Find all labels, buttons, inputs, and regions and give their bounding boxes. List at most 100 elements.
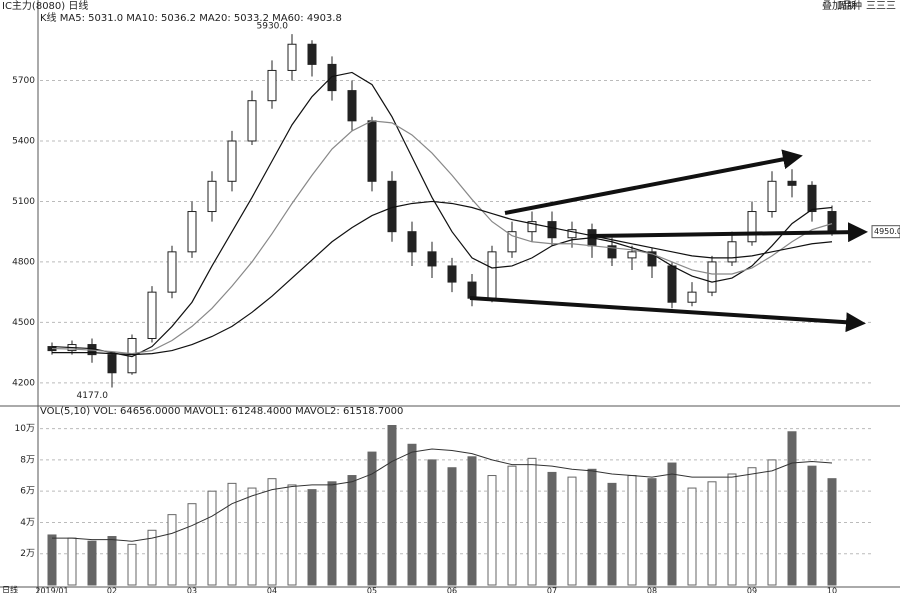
x-tick-label: 09 [747,587,757,593]
ma-header: K线 MA5: 5031.0 MA10: 5036.2 MA20: 5033.2… [40,11,342,24]
y-tick-label: 4500 [12,318,35,328]
x-tick-label: 06 [447,587,457,593]
candle-body [727,241,737,263]
y-tick-label: 4200 [12,378,35,388]
candle-body [447,265,457,283]
vol-header: VOL(5,10) VOL: 64656.0000 MAVOL1: 61248.… [40,406,403,417]
y-tick-label: 5400 [12,136,35,146]
chart-title: IC主力(8080) 日线 [2,0,88,12]
volume-bar [607,482,617,586]
volume-bar [627,475,637,586]
extreme-label: 4177.0 [77,391,109,401]
candle-body [787,180,797,186]
candle-body [207,180,217,213]
candle-body [507,231,517,253]
candle-body [407,231,417,253]
ma-line [52,200,833,356]
volume-bar [347,475,357,586]
candle-body [327,63,337,92]
last-price-box [871,225,900,239]
volume-bar [47,534,57,586]
candle-body [287,43,297,71]
volume-bar [227,482,237,586]
volume-bar [587,468,597,586]
y-tick-label: 6万 [20,487,35,497]
candle-body [647,251,657,267]
trend-arrows [469,149,868,333]
volume-bar [67,537,77,586]
volume-bar [447,467,457,586]
last-price-label: 4950.0 [874,227,900,236]
y-tick-label: 5100 [12,197,35,207]
volume-bar [367,451,377,586]
volume-bar [247,487,257,586]
toolbar-item[interactable]: 叠加品种 [822,0,862,12]
toolbar-item[interactable]: 三三三 [866,1,896,12]
volume-bar [567,476,577,586]
volume-bar [507,465,517,586]
candle-body [767,180,777,213]
y-tick-label: 2万 [20,549,35,559]
candle-body [687,291,697,303]
ma-line [51,71,833,358]
volume-bar [107,536,117,586]
volume-bar [387,425,397,586]
volume-bar [767,459,777,586]
y-tick-label: 4800 [12,257,35,267]
candle-body [347,90,357,122]
volume-bar [687,487,697,586]
candle-body [267,69,277,102]
y-tick-label: 4万 [20,518,35,528]
volume-bar [167,514,177,586]
candle-body [707,261,717,293]
candle-body [527,221,537,233]
candle-body [567,229,577,239]
volume-bar [327,481,337,586]
candle-body [107,354,117,374]
volume-bar [827,478,837,586]
candle-body [547,221,557,239]
volume-bar [807,465,817,586]
candle-body [227,140,237,182]
candle-body [427,251,437,267]
candle-body [627,251,637,259]
y-tick-label: 10万 [15,424,35,434]
volume-bar [267,478,277,586]
x-tick-label: 05 [367,587,377,593]
volume-bar [287,484,297,586]
candle-body [367,120,377,182]
arrow [589,222,868,243]
x-tick-label: 03 [187,587,197,593]
x-tick-label: 04 [267,587,277,593]
x-tick-label: 07 [547,587,557,593]
volume-bar [307,489,317,586]
volume-bar [527,457,537,586]
volume-ma-line [52,448,833,542]
toolbar-item[interactable]: 周期 [838,1,856,12]
volume-bar [747,467,757,586]
candle-body [147,291,157,340]
candle-body [747,211,757,243]
candle-body [247,100,257,142]
x-tick-label: 10 [827,587,837,593]
volume-bar [547,471,557,586]
volume-bar [147,529,157,586]
y-tick-label: 5700 [12,76,35,86]
candle-body [667,265,677,303]
x-axis-name: 日线 [2,585,18,593]
volume-bar [787,431,797,586]
volume-bar [87,540,97,586]
x-tick-label: 08 [647,587,657,593]
volume-bar [187,503,197,586]
volume-bar [647,478,657,586]
volume-bar [667,462,677,586]
candle-body [307,43,317,65]
volume-bar [707,481,717,586]
volume-bar [127,543,137,586]
candle-body [187,211,197,253]
candle-body [607,245,617,259]
arrow [504,149,803,215]
x-tick-label: 02 [107,587,117,593]
